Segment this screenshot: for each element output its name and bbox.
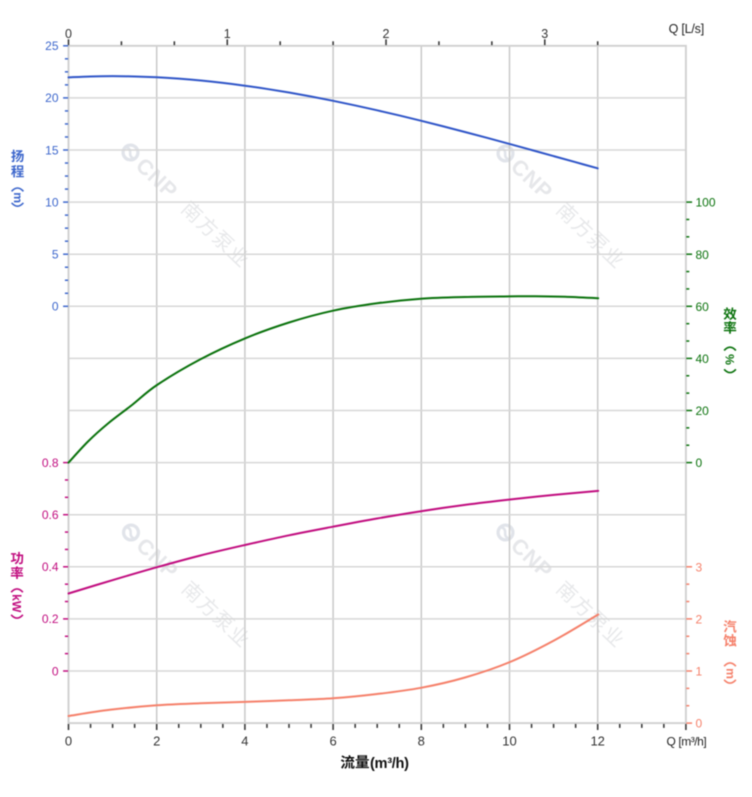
svg-text:kW: kW xyxy=(10,594,24,613)
svg-text:m: m xyxy=(11,192,25,203)
svg-text:0: 0 xyxy=(696,456,703,470)
svg-text:(m³/h): (m³/h) xyxy=(370,756,409,772)
svg-text:15: 15 xyxy=(45,143,59,157)
svg-text:m: m xyxy=(724,668,738,679)
svg-text:20: 20 xyxy=(696,404,710,418)
svg-text:10: 10 xyxy=(45,195,59,209)
svg-text:0.4: 0.4 xyxy=(42,560,59,574)
svg-text:0.6: 0.6 xyxy=(42,508,59,522)
svg-text:0: 0 xyxy=(52,300,59,314)
svg-text:0: 0 xyxy=(696,717,703,731)
svg-text:3: 3 xyxy=(696,560,703,574)
svg-text:%: % xyxy=(722,354,736,365)
svg-text:0.8: 0.8 xyxy=(42,456,59,470)
svg-text:0.2: 0.2 xyxy=(42,612,59,626)
svg-text:Q [L/s]: Q [L/s] xyxy=(669,22,704,36)
svg-text:3: 3 xyxy=(541,27,548,41)
svg-text:10: 10 xyxy=(502,734,516,749)
svg-text:80: 80 xyxy=(696,248,710,262)
svg-text:100: 100 xyxy=(696,196,716,210)
svg-text:6: 6 xyxy=(329,734,336,749)
svg-text:2: 2 xyxy=(696,613,703,627)
svg-text:2: 2 xyxy=(153,734,160,749)
svg-text:0: 0 xyxy=(65,27,72,41)
svg-text:20: 20 xyxy=(45,91,59,105)
svg-text:25: 25 xyxy=(45,39,59,53)
svg-text:60: 60 xyxy=(696,300,710,314)
svg-text:4: 4 xyxy=(241,734,248,749)
svg-text:1: 1 xyxy=(224,27,231,41)
svg-text:12: 12 xyxy=(590,734,604,749)
svg-text:0: 0 xyxy=(52,664,59,678)
svg-text:Q [m³/h]: Q [m³/h] xyxy=(667,734,707,748)
svg-text:0: 0 xyxy=(65,734,72,749)
svg-text:8: 8 xyxy=(418,734,425,749)
svg-text:1: 1 xyxy=(696,665,703,679)
svg-text:40: 40 xyxy=(696,352,710,366)
svg-text:2: 2 xyxy=(383,27,390,41)
svg-text:5: 5 xyxy=(52,248,59,262)
